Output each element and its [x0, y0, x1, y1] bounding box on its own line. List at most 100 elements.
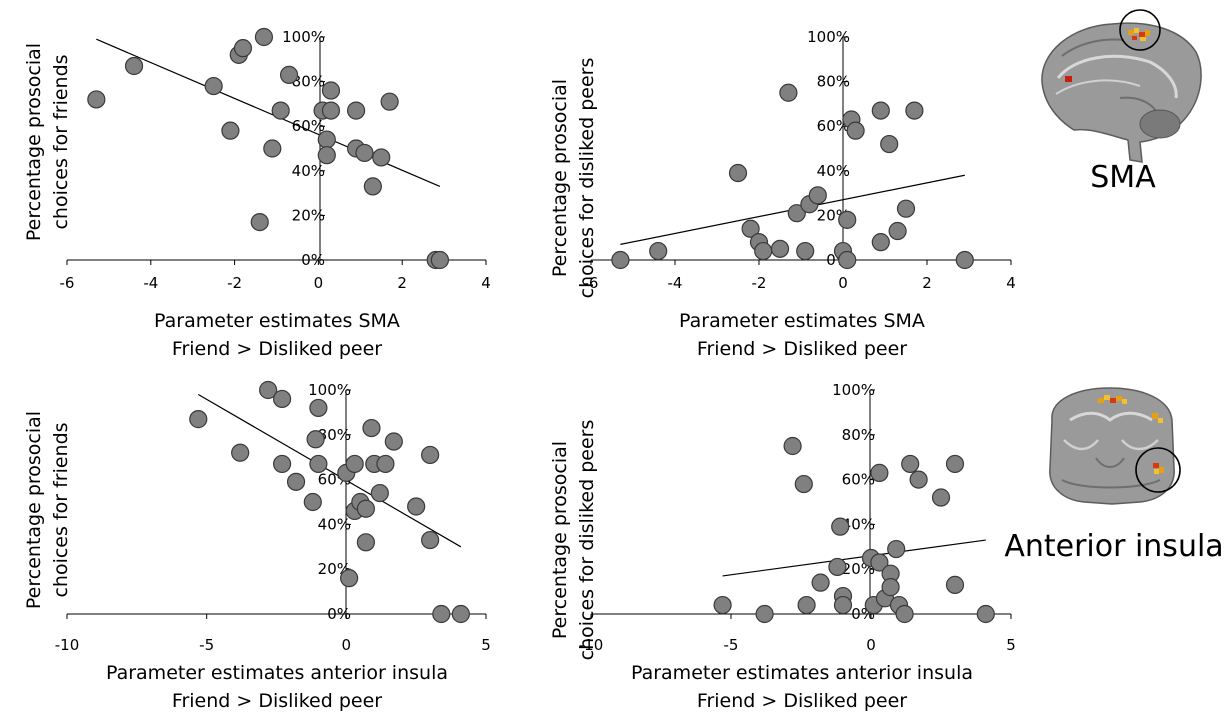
data-point: [945, 575, 965, 594]
data-point: [347, 101, 366, 120]
data-point: [905, 101, 924, 120]
x-axis-title: Friend > Disliked peer: [697, 338, 907, 360]
x-axis-title: Parameter estimates SMA: [679, 310, 925, 332]
data-point: [909, 470, 928, 489]
y-tick-label: 40%: [817, 162, 850, 180]
y-axis-title-line: choices for disliked peers: [576, 420, 598, 661]
data-point: [204, 76, 223, 96]
x-tick-label: -6: [584, 274, 599, 292]
data-point: [870, 463, 889, 482]
data-point: [380, 92, 399, 111]
data-point: [345, 454, 364, 474]
trend-line: [197, 393, 462, 548]
data-point: [870, 553, 889, 572]
scatter-chart-insula-disliked: -10 -5 0 50%20%40%60%80%100%Parameter estim…: [549, 381, 1016, 712]
x-tick-label: -4: [668, 274, 683, 292]
data-point: [421, 445, 440, 465]
y-axis-title: Percentage prosocial choices for friends: [23, 43, 72, 241]
y-tick-label: 100%: [807, 28, 850, 46]
sma-highlight-circle: [1119, 9, 1161, 51]
y-axis-title: Percentage prosocial choices for disliked…: [549, 420, 598, 661]
data-point: [846, 121, 865, 140]
data-point: [317, 130, 336, 149]
data-point: [432, 604, 451, 624]
data-point: [783, 436, 802, 456]
y-axis-title-line: choices for disliked peers: [576, 58, 598, 299]
data-point: [370, 483, 389, 503]
x-tick-label: -10: [579, 636, 604, 654]
data-point: [955, 250, 974, 270]
data-point: [272, 389, 292, 409]
x-tick-label: 2: [397, 274, 407, 292]
x-tick-label: 0: [866, 636, 876, 654]
data-point: [250, 212, 269, 232]
y-axis-title: Percentage prosocial choices for disliked…: [549, 58, 598, 299]
data-point: [451, 604, 470, 624]
y-tick-label: 100%: [282, 28, 325, 46]
scatter-chart-insula-friends: -10 -5 0 50%20%40%60%80%100%Parameter estim…: [23, 380, 491, 712]
region-label-anterior-insula: Anterior insula: [1004, 529, 1223, 564]
data-point: [221, 121, 240, 140]
data-point: [271, 101, 290, 120]
data-point: [945, 454, 965, 474]
data-point: [421, 530, 440, 550]
data-point: [233, 39, 253, 58]
data-point: [279, 65, 299, 85]
x-axis-title: Friend > Disliked peer: [697, 690, 907, 712]
y-tick-label: 80%: [318, 426, 351, 444]
data-point: [376, 454, 395, 474]
y-axis-title-line: choices for friends: [50, 422, 72, 597]
y-tick-label: 20%: [292, 206, 325, 224]
x-axis-title: Parameter estimates anterior insula: [106, 662, 448, 684]
x-tick-label: 2: [922, 274, 932, 292]
trend-line: [722, 539, 986, 577]
data-point: [797, 595, 816, 615]
data-point: [649, 241, 668, 261]
data-point: [407, 497, 426, 516]
data-point: [321, 101, 341, 120]
x-tick-label: -5: [199, 636, 214, 654]
x-tick-label: 4: [481, 274, 491, 292]
x-axis-title: Friend > Disliked peer: [172, 690, 382, 712]
data-point: [254, 27, 274, 47]
x-tick-label: -6: [60, 274, 75, 292]
data-point: [931, 488, 951, 507]
data-point: [871, 233, 890, 252]
y-tick-label: 80%: [842, 426, 875, 444]
data-point: [811, 573, 830, 592]
data-point: [896, 199, 916, 218]
x-tick-label: -2: [227, 274, 242, 292]
data-point: [189, 410, 208, 429]
y-axis-title-line: Percentage prosocial: [549, 441, 571, 639]
brain-coronal-insula-image: [1049, 387, 1181, 505]
data-point: [808, 186, 827, 205]
y-tick-label: 60%: [292, 117, 325, 135]
y-tick-label: 100%: [832, 381, 875, 399]
y-tick-label: 80%: [292, 73, 325, 91]
y-tick-label: 40%: [842, 515, 875, 533]
x-tick-label: -4: [143, 274, 158, 292]
data-point: [356, 533, 375, 552]
y-axis-title: Percentage prosocial choices for friends: [23, 411, 72, 609]
x-tick-label: 4: [1006, 274, 1016, 292]
data-point: [794, 474, 813, 494]
data-point: [309, 454, 328, 474]
data-point: [430, 250, 450, 270]
data-point: [888, 221, 907, 241]
data-point: [263, 139, 282, 158]
data-point: [787, 204, 806, 223]
data-point: [828, 557, 847, 577]
data-point: [306, 430, 325, 449]
data-point: [309, 398, 328, 418]
data-point: [303, 492, 322, 512]
data-point: [317, 146, 336, 165]
y-tick-label: 80%: [817, 73, 850, 91]
data-point: [838, 250, 857, 270]
y-axis-title-line: Percentage prosocial: [23, 43, 45, 241]
data-point: [372, 148, 391, 167]
x-axis-title: Parameter estimates anterior insula: [631, 662, 973, 684]
data-point: [384, 432, 403, 451]
data-point: [87, 90, 106, 109]
